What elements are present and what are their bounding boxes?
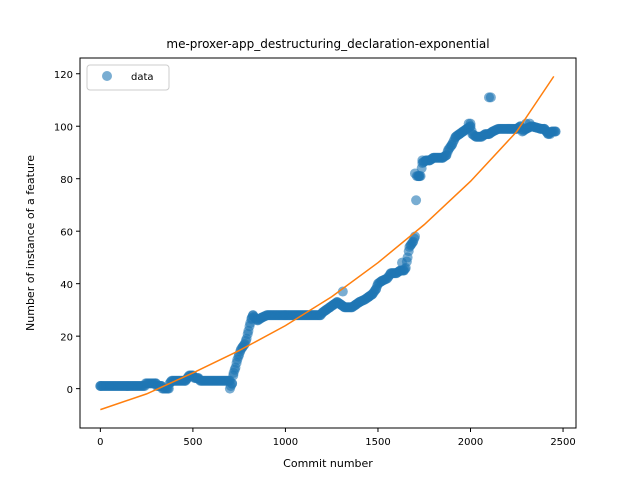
x-tick-label-3: 1500 xyxy=(365,437,390,448)
y-tick-label-3: 60 xyxy=(60,228,73,239)
y-tick-label-6: 120 xyxy=(54,70,73,81)
y-tick-label-2: 40 xyxy=(60,280,73,291)
y-tick-label-0: 0 xyxy=(67,385,73,396)
x-axis-label: Commit number xyxy=(283,457,373,470)
data-point xyxy=(411,195,421,205)
data-point xyxy=(417,155,427,165)
y-axis-label: Number of instance of a feature xyxy=(24,155,37,331)
legend-marker-data xyxy=(102,71,112,81)
legend: data xyxy=(87,65,169,90)
data-point xyxy=(95,381,105,391)
y-tick-label-4: 80 xyxy=(60,175,73,186)
data-point xyxy=(545,129,555,139)
data-point xyxy=(486,92,496,102)
data-point xyxy=(225,384,235,394)
data-point xyxy=(414,171,424,181)
data-point xyxy=(397,258,407,268)
x-tick-label-0: 0 xyxy=(97,437,103,448)
chart-title: me-proxer-app_destructuring_declaration-… xyxy=(166,37,489,51)
legend-label-data: data xyxy=(131,72,154,83)
data-point xyxy=(466,119,476,129)
y-tick-label-5: 100 xyxy=(54,123,73,134)
x-tick-label-5: 2500 xyxy=(550,437,575,448)
x-tick-label-2: 1000 xyxy=(273,437,298,448)
y-tick-label-1: 20 xyxy=(60,333,73,344)
x-tick-label-1: 500 xyxy=(183,437,202,448)
x-tick-label-4: 2000 xyxy=(458,437,483,448)
data-point xyxy=(525,119,535,129)
legend-box xyxy=(87,65,169,90)
